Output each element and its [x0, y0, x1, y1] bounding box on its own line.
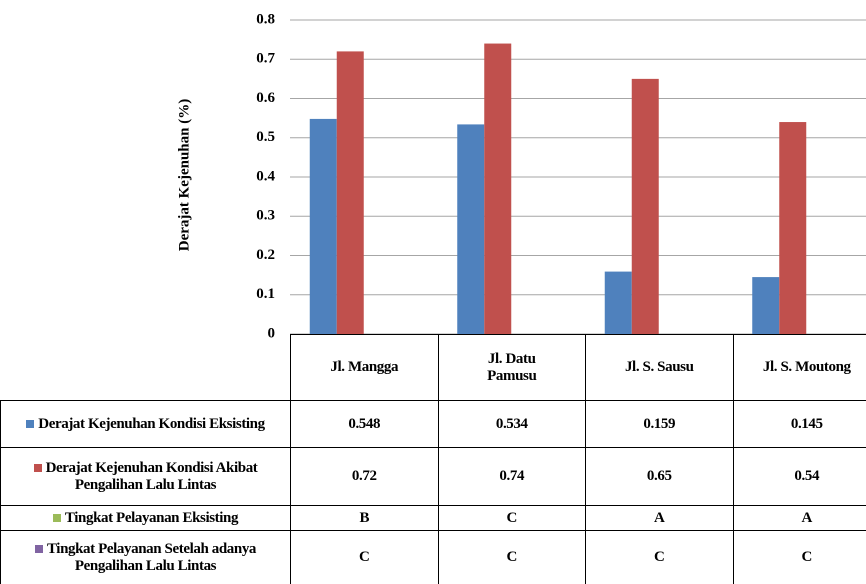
legend-entry: Tingkat Pelayanan Setelah adanya Pengali…	[18, 541, 273, 575]
table-cell: 0.54	[732, 447, 866, 506]
table-value: B	[359, 509, 370, 526]
legend-cell: Tingkat Pelayanan Setelah adanya Pengali…	[0, 530, 291, 584]
legend-entry: Tingkat Pelayanan Eksisting	[52, 509, 239, 527]
table-cell: A	[732, 505, 866, 531]
table-value: C	[801, 549, 813, 565]
x-tick-label: Jl. Mangga	[330, 359, 399, 375]
legend-label: Tingkat Pelayanan Eksisting	[64, 509, 239, 526]
table-cell: 0.72	[290, 447, 439, 506]
table-value: C	[506, 549, 518, 565]
y-tick-label: 0.5	[256, 129, 275, 145]
bar	[779, 122, 807, 334]
y-tick-label: 0.6	[256, 90, 275, 106]
bar	[309, 118, 337, 334]
category-cell: Jl. Datu Pamusu	[437, 334, 586, 401]
table-cell: 0.548	[290, 400, 439, 448]
y-tick-label: 0.2	[256, 247, 275, 263]
table-value: 0.72	[351, 468, 377, 484]
table-cell: 0.159	[585, 400, 734, 448]
bar	[752, 277, 780, 334]
category-cell: Jl. S. Sausu	[585, 334, 734, 401]
table-cell: C	[437, 505, 586, 531]
x-tick-label: Jl. S. Sausu	[624, 359, 694, 375]
bar	[336, 51, 364, 335]
legend-swatch	[26, 420, 35, 429]
table-value: C	[654, 549, 665, 565]
table-value: 0.74	[499, 468, 525, 484]
table-value: 0.534	[495, 415, 528, 432]
table-cell: 0.74	[437, 447, 586, 506]
table-value: A	[654, 509, 665, 526]
y-tick-label: 0.3	[256, 208, 275, 224]
table-value: 0.159	[643, 415, 676, 432]
table-value: C	[506, 509, 518, 526]
y-tick-label: 0.1	[256, 286, 275, 302]
y-axis-label: Derajat Kejenuhan (%)	[176, 99, 192, 251]
legend-cell: Tingkat Pelayanan Eksisting	[0, 505, 291, 531]
table-value: 0.65	[646, 468, 672, 484]
table-cell: A	[585, 505, 734, 531]
table-value: 0.145	[790, 415, 823, 432]
bar	[604, 271, 632, 334]
y-tick-label: 0.8	[256, 11, 275, 27]
bar	[484, 43, 512, 335]
table-cell: B	[290, 505, 439, 531]
y-tick-label: 0	[268, 325, 276, 341]
category-cell: Jl. S. Moutong	[732, 334, 866, 401]
bar	[631, 78, 659, 334]
legend-entry: Derajat Kejenuhan Kondisi Akibat Pengali…	[18, 460, 273, 494]
table-value: A	[801, 509, 813, 526]
table-value: 0.54	[794, 468, 820, 484]
x-tick-label: Jl. S. Moutong	[762, 359, 851, 375]
legend-label: Derajat Kejenuhan Kondisi Akibat Pengali…	[45, 459, 258, 493]
legend-cell: Derajat Kejenuhan Kondisi Eksisting	[0, 400, 291, 448]
table-cell: C	[290, 530, 439, 584]
table-cell: 0.65	[585, 447, 734, 506]
legend-cell: Derajat Kejenuhan Kondisi Akibat Pengali…	[0, 447, 291, 506]
table-value: C	[359, 549, 370, 565]
table-cell: 0.534	[437, 400, 586, 448]
legend-label: Tingkat Pelayanan Setelah adanya Pengali…	[46, 540, 257, 574]
y-tick-label: 0.7	[256, 51, 275, 67]
table-cell: C	[437, 530, 586, 584]
table-value: 0.548	[348, 415, 381, 432]
legend-swatch	[34, 545, 43, 554]
y-tick-label: 0.4	[256, 168, 275, 184]
bar	[457, 124, 485, 334]
table-cell: 0.145	[732, 400, 866, 448]
x-tick-label: Jl. Datu Pamusu	[487, 350, 537, 384]
table-cell: C	[585, 530, 734, 584]
legend-swatch	[33, 464, 42, 473]
table-cell: C	[732, 530, 866, 584]
category-cell: Jl. Mangga	[290, 334, 439, 401]
legend-entry: Derajat Kejenuhan Kondisi Eksisting	[26, 415, 265, 433]
legend-label: Derajat Kejenuhan Kondisi Eksisting	[38, 415, 265, 432]
legend-swatch	[52, 514, 61, 523]
